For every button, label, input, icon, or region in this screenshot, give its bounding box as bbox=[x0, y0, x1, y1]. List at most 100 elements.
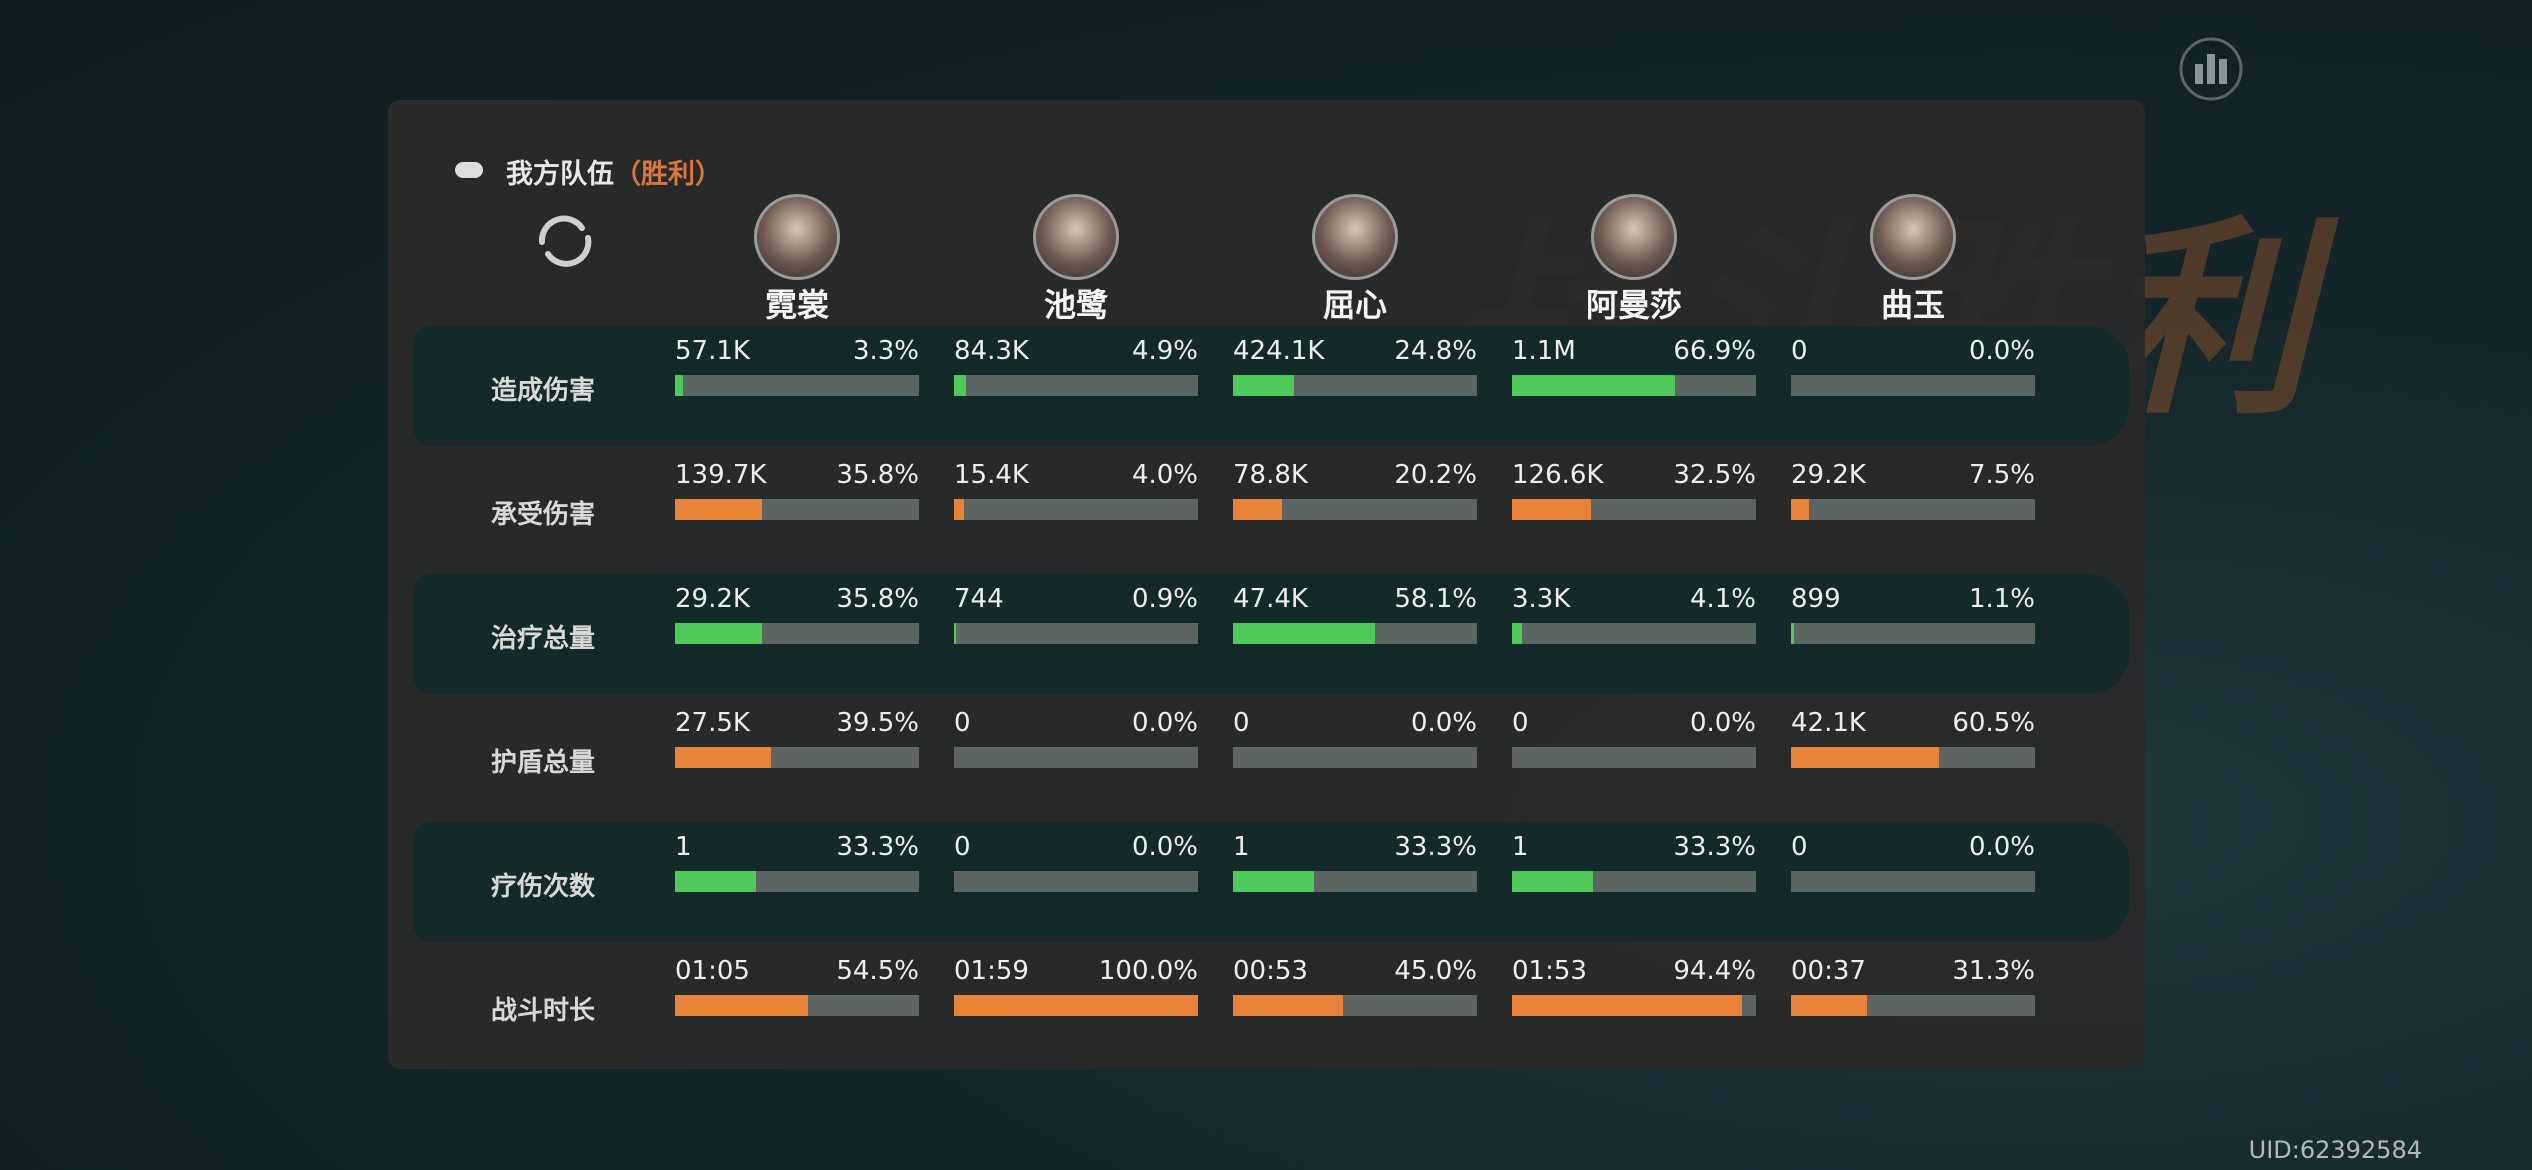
stat-value: 1 bbox=[1512, 832, 1529, 862]
bar bbox=[1791, 623, 1794, 644]
stat-share: 54.5% bbox=[836, 956, 919, 986]
bar-track bbox=[675, 623, 919, 644]
bar-track bbox=[675, 995, 919, 1016]
stat-value: 1 bbox=[1233, 832, 1250, 862]
stat-value: 00:53 bbox=[1233, 956, 1308, 986]
hero-name: 池鹭 bbox=[1043, 286, 1108, 324]
stat-value: 0 bbox=[954, 832, 971, 862]
bar-track bbox=[954, 995, 1198, 1016]
bar bbox=[1512, 623, 1522, 644]
bar bbox=[675, 871, 757, 892]
stat-label: 承受伤害 bbox=[490, 500, 595, 530]
switch-button[interactable] bbox=[532, 212, 598, 268]
bar bbox=[675, 375, 684, 396]
stat-share: 24.8% bbox=[1394, 336, 1477, 366]
stat-share: 4.1% bbox=[1689, 584, 1756, 614]
stat-value: 1 bbox=[675, 832, 692, 862]
bar-track bbox=[1512, 375, 1756, 396]
stat-value: 29.2K bbox=[1791, 460, 1866, 490]
stat-share: 35.8% bbox=[836, 584, 919, 614]
avatar bbox=[1312, 194, 1398, 280]
bar bbox=[954, 995, 1198, 1016]
stat-share: 0.0% bbox=[1131, 832, 1198, 862]
bar-track bbox=[954, 747, 1198, 768]
stat-label: 疗伤次数 bbox=[490, 872, 595, 902]
stat-share: 0.9% bbox=[1131, 584, 1198, 614]
result: （胜利） bbox=[614, 159, 722, 190]
bar-track bbox=[1791, 995, 2035, 1016]
bar bbox=[1233, 623, 1375, 644]
bar-track bbox=[954, 499, 1198, 520]
stat-value: 84.3K bbox=[954, 336, 1029, 366]
bar-track bbox=[1233, 623, 1477, 644]
stat-value: 00:37 bbox=[1791, 956, 1866, 986]
stat-share: 33.3% bbox=[1673, 832, 1756, 862]
stat-share: 1.1% bbox=[1968, 584, 2035, 614]
bar-track bbox=[1512, 747, 1756, 768]
bar bbox=[954, 375, 966, 396]
team-title: 我方队伍（胜利） bbox=[506, 152, 722, 191]
stat-share: 60.5% bbox=[1952, 708, 2035, 738]
stat-share: 94.4% bbox=[1673, 956, 1756, 986]
bar bbox=[954, 623, 957, 644]
bar-track bbox=[1512, 871, 1756, 892]
bar-track bbox=[1512, 499, 1756, 520]
stat-share: 0.0% bbox=[1689, 708, 1756, 738]
stat-share: 45.0% bbox=[1394, 956, 1477, 986]
stat-value: 0 bbox=[1791, 832, 1808, 862]
bar bbox=[675, 747, 772, 768]
stat-value: 139.7K bbox=[675, 460, 767, 490]
team-icon bbox=[455, 162, 483, 178]
stat-value: 1.1M bbox=[1512, 336, 1576, 366]
bar bbox=[1791, 747, 1939, 768]
bar bbox=[1233, 871, 1315, 892]
bar bbox=[1512, 995, 1743, 1016]
stat-value: 29.2K bbox=[675, 584, 750, 614]
bar-track bbox=[675, 871, 919, 892]
bar bbox=[675, 623, 763, 644]
stat-share: 32.5% bbox=[1673, 460, 1756, 490]
stat-share: 3.3% bbox=[852, 336, 919, 366]
stat-label: 护盾总量 bbox=[490, 748, 595, 778]
avatar bbox=[754, 194, 840, 280]
hero-name: 屈心 bbox=[1322, 286, 1387, 324]
stat-value: 424.1K bbox=[1233, 336, 1325, 366]
bar bbox=[675, 499, 763, 520]
stat-value: 42.1K bbox=[1791, 708, 1866, 738]
avatar bbox=[1591, 194, 1677, 280]
hero-name: 阿曼莎 bbox=[1585, 286, 1682, 324]
bar-track bbox=[1233, 499, 1477, 520]
stat-share: 0.0% bbox=[1968, 832, 2035, 862]
stat-share: 4.9% bbox=[1131, 336, 1198, 366]
avatar bbox=[1033, 194, 1119, 280]
stat-value: 01:05 bbox=[675, 956, 750, 986]
stat-value: 15.4K bbox=[954, 460, 1029, 490]
stat-share: 0.0% bbox=[1131, 708, 1198, 738]
bar-track bbox=[1791, 871, 2035, 892]
bar-track bbox=[1791, 623, 2035, 644]
stat-share: 33.3% bbox=[836, 832, 919, 862]
stat-value: 27.5K bbox=[675, 708, 750, 738]
avatar bbox=[1870, 194, 1956, 280]
stat-value: 126.6K bbox=[1512, 460, 1604, 490]
bar bbox=[1512, 375, 1676, 396]
stat-value: 0 bbox=[1233, 708, 1250, 738]
bar-track bbox=[1512, 623, 1756, 644]
stat-value: 0 bbox=[1791, 336, 1808, 366]
bar bbox=[1791, 499, 1810, 520]
stat-label: 造成伤害 bbox=[490, 376, 595, 406]
hero-name: 曲玉 bbox=[1880, 286, 1945, 324]
stats-button[interactable] bbox=[2176, 36, 2246, 102]
bar-track bbox=[1233, 747, 1477, 768]
bar bbox=[675, 995, 808, 1016]
stat-value: 3.3K bbox=[1512, 584, 1571, 614]
hero-name: 霓裳 bbox=[764, 286, 829, 324]
stat-value: 744 bbox=[954, 584, 1004, 614]
bar-track bbox=[954, 871, 1198, 892]
bar bbox=[1233, 375, 1294, 396]
bar-track bbox=[1791, 747, 2035, 768]
stat-share: 7.5% bbox=[1968, 460, 2035, 490]
uid: UID:62392584 bbox=[2248, 1136, 2422, 1164]
bar bbox=[954, 499, 964, 520]
bar-track bbox=[1233, 995, 1477, 1016]
